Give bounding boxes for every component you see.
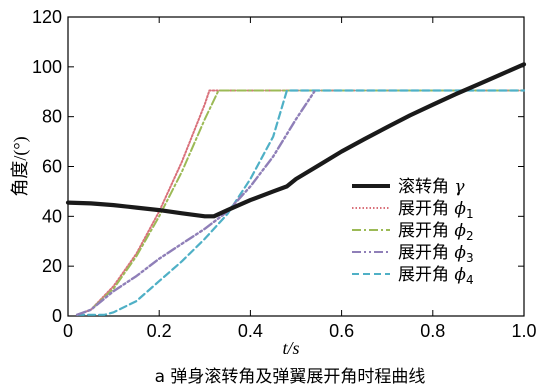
y-tick-label: 100: [32, 57, 62, 77]
y-tick-label: 20: [42, 256, 62, 276]
series-layer: [65, 62, 527, 316]
series-line-0: [65, 62, 527, 219]
x-tick-label: 0: [63, 321, 73, 341]
x-tick-label: 0.2: [147, 321, 172, 341]
ticks: 0 0.2 0.4 0.6 0.8 1.0 0 20 40 60 80 100 120: [32, 7, 537, 341]
series-line-4: [76, 89, 526, 316]
legend-label-0: 滚转角 γ: [398, 177, 465, 197]
y-tick-label: 80: [42, 107, 62, 127]
figure-caption: a 弹身滚转角及弹翼展开角时程曲线: [155, 367, 426, 387]
legend-label-1: 展开角 ϕ1: [398, 199, 474, 221]
y-tick-label: 40: [42, 206, 62, 226]
x-tick-label: 0.6: [329, 321, 354, 341]
y-tick-label: 60: [42, 157, 62, 177]
x-axis-label: t/s: [282, 338, 299, 358]
legend-label-3: 展开角 ϕ3: [398, 243, 474, 265]
series-line-3: [75, 90, 316, 316]
y-tick-label: 0: [52, 306, 62, 326]
x-tick-label: 0.8: [420, 321, 445, 341]
x-tick-label: 0.4: [238, 321, 263, 341]
y-axis-label: 角度/(°): [10, 136, 31, 196]
y-tick-label: 120: [32, 7, 62, 27]
x-tick-label: 1.0: [511, 321, 536, 341]
legend-label-4: 展开角 ϕ4: [398, 265, 474, 287]
legend-label-2: 展开角 ϕ2: [398, 221, 474, 243]
